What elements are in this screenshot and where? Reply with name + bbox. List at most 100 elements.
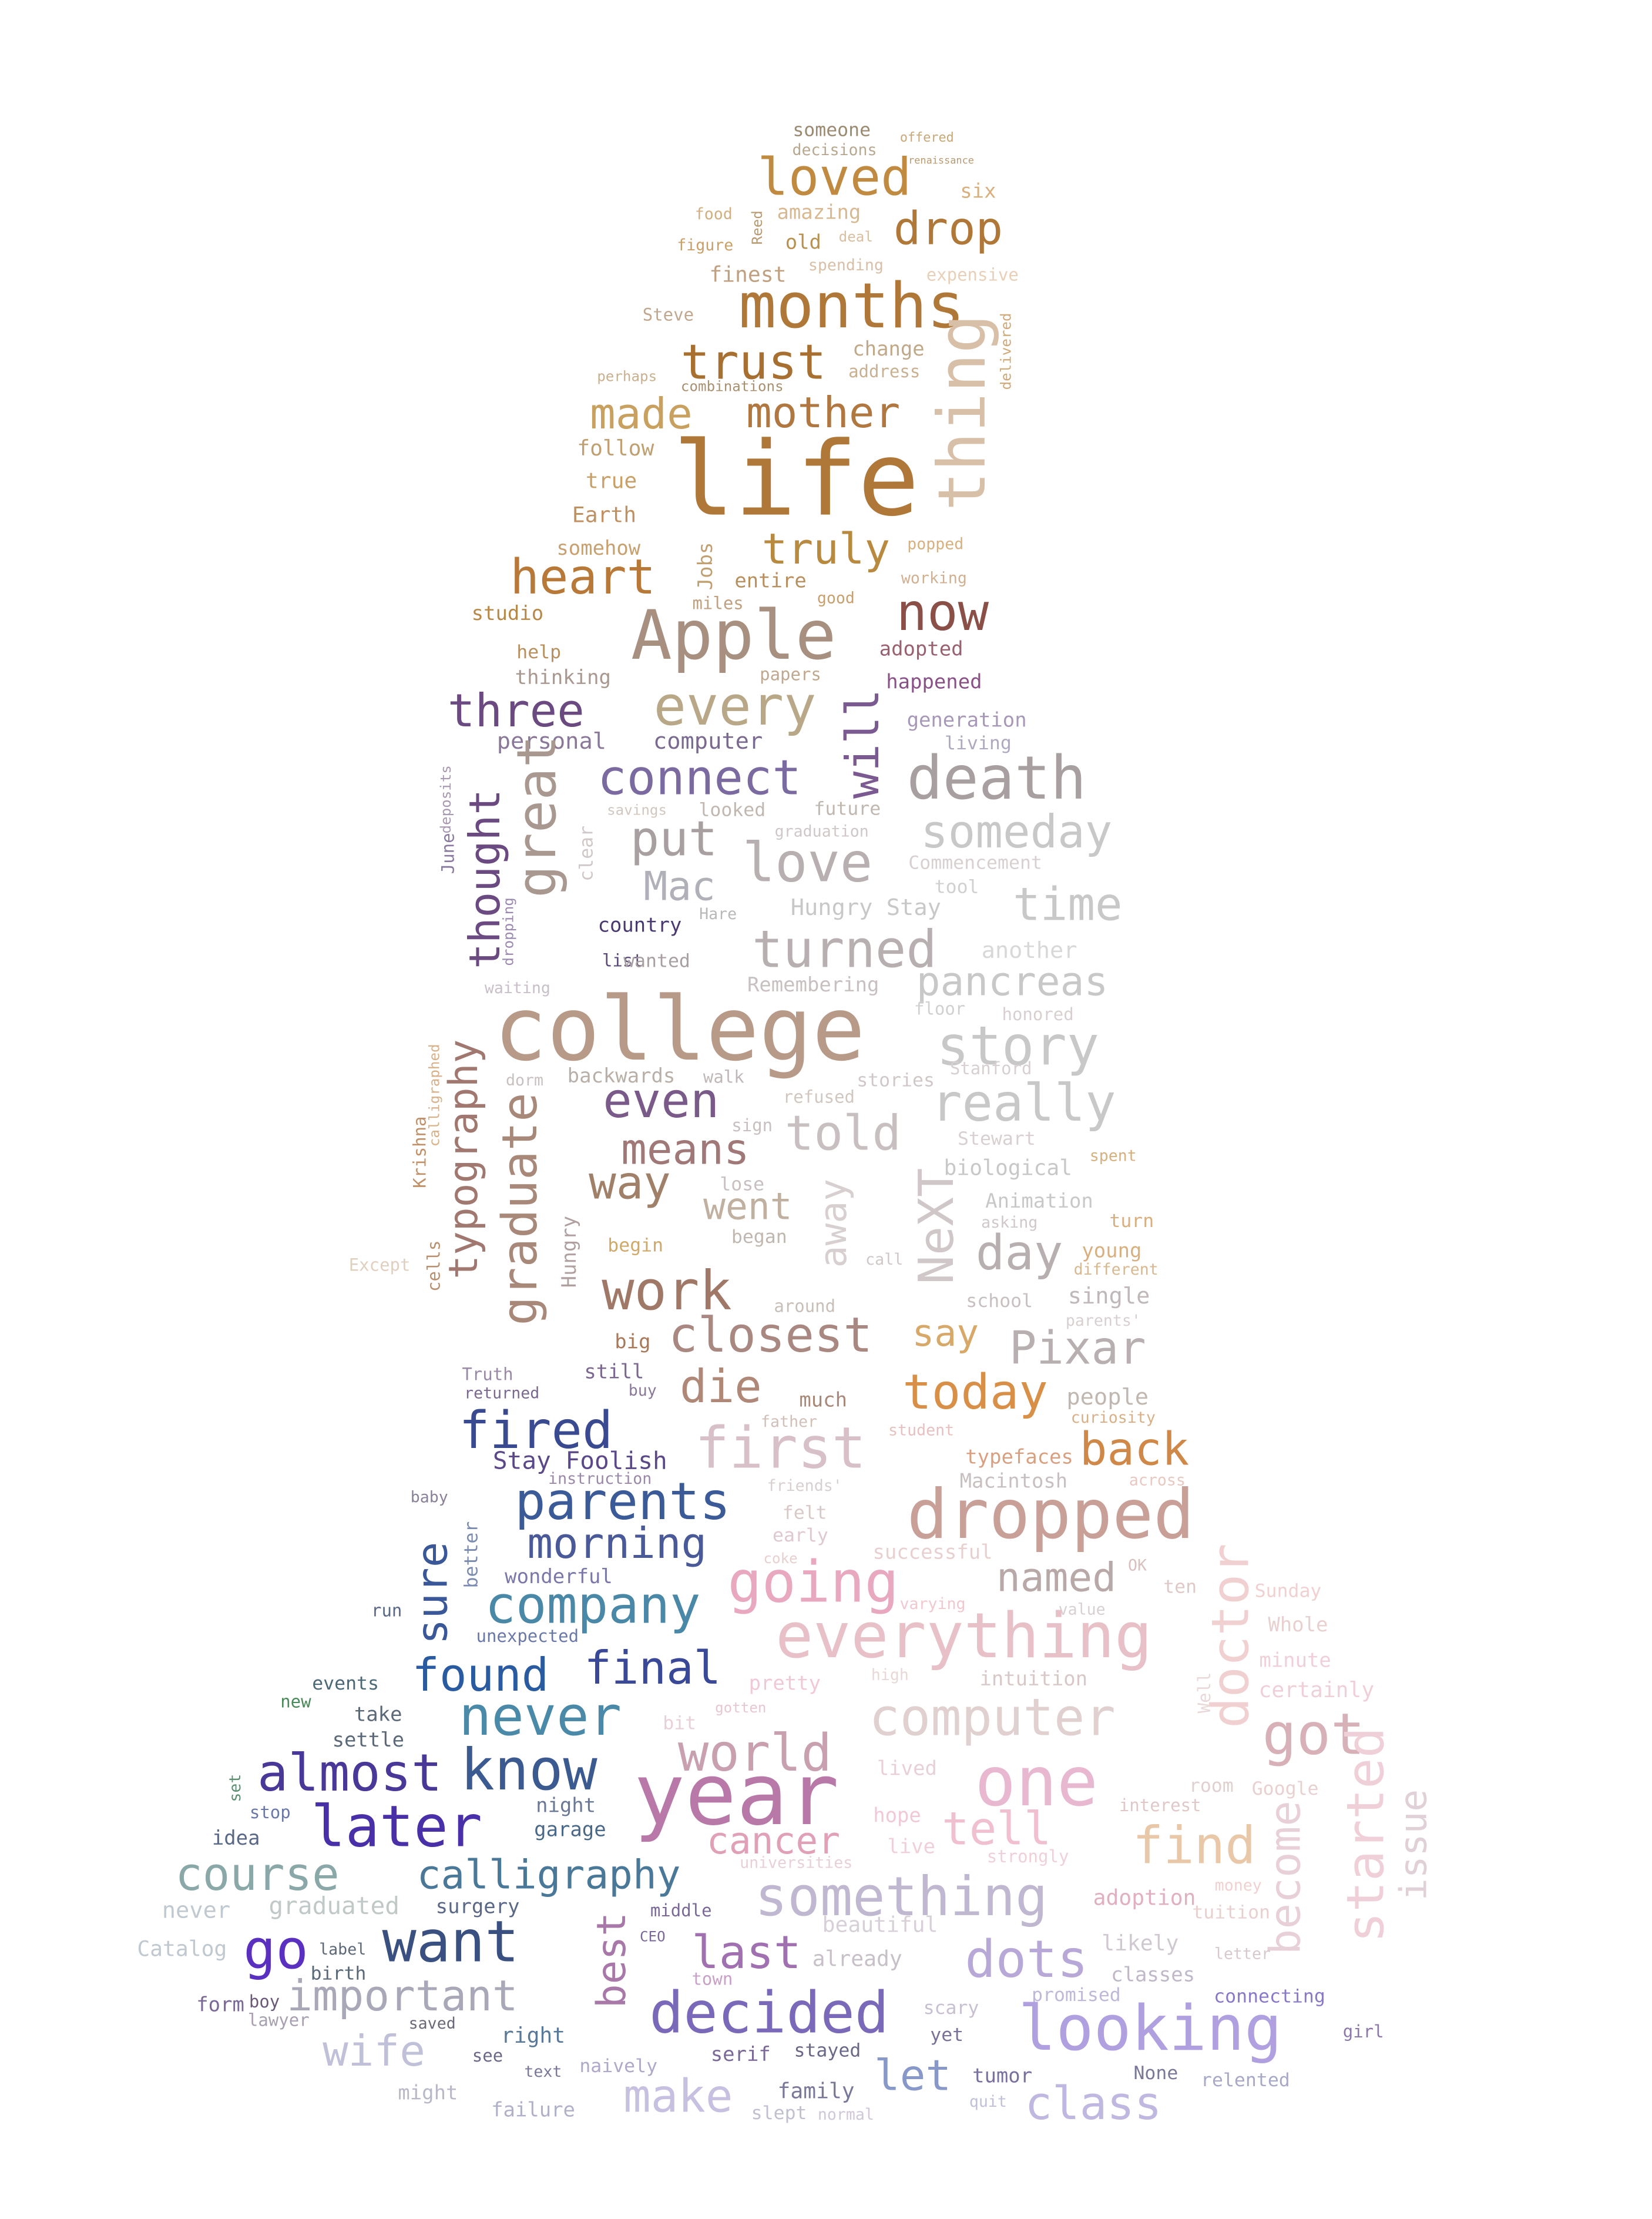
- word-lawyer: lawyer: [248, 2010, 310, 2030]
- word-different: different: [1074, 1261, 1159, 1279]
- word-deal: deal: [839, 229, 873, 245]
- word-beautiful: beautiful: [822, 1912, 938, 1937]
- word-let: let: [874, 2051, 951, 2100]
- word-wife: wife: [323, 2027, 425, 2076]
- word-set: set: [226, 1774, 244, 1802]
- word-whole: Whole: [1268, 1613, 1328, 1636]
- word-away: away: [812, 1179, 855, 1268]
- word-day: day: [976, 1225, 1063, 1281]
- word-way: way: [589, 1157, 671, 1210]
- word-issue: issue: [1392, 1789, 1435, 1900]
- word-text: text: [524, 2063, 562, 2081]
- word-really: really: [931, 1073, 1116, 1133]
- word-reed: Reed: [749, 210, 765, 244]
- word-loved: loved: [757, 147, 911, 207]
- word-looking: looking: [1018, 1992, 1282, 2065]
- word-serif: serif: [711, 2043, 771, 2066]
- word-hungry: Hungry: [558, 1216, 580, 1288]
- word-best: best: [588, 1912, 634, 2008]
- word-apple: Apple: [631, 596, 837, 675]
- word-classes: classes: [1111, 1963, 1195, 1986]
- word-stories: stories: [857, 1070, 935, 1091]
- word-young: young: [1082, 1239, 1141, 1262]
- word-earth: Earth: [572, 502, 636, 528]
- word-six: six: [960, 179, 996, 202]
- word-country: country: [598, 913, 682, 936]
- word-next: NeXT: [909, 1168, 965, 1284]
- word-well: Well: [1194, 1672, 1214, 1713]
- word-label: label: [319, 1940, 366, 1959]
- word-studio: studio: [472, 602, 543, 625]
- word-amazing: amazing: [777, 201, 861, 224]
- word-letter: letter: [1214, 1945, 1271, 1963]
- word-offered: offered: [900, 130, 954, 145]
- word-quit: quit: [969, 2093, 1007, 2111]
- word-drop: drop: [894, 202, 1003, 255]
- word-thing: thing: [925, 314, 1000, 511]
- word-life: life: [673, 420, 919, 539]
- word-might: might: [398, 2081, 458, 2104]
- word-dots: dots: [965, 1929, 1088, 1989]
- word-ceo: CEO: [640, 1929, 666, 1945]
- word-boy: boy: [249, 1992, 280, 2012]
- word-today: today: [902, 1365, 1048, 1420]
- word-graduated: graduated: [268, 1892, 399, 1920]
- word-typography: typography: [440, 1040, 486, 1279]
- word-tool: tool: [935, 876, 979, 897]
- word-renaissance: renaissance: [908, 155, 974, 166]
- word-slept: slept: [751, 2103, 807, 2124]
- word-adoption: adoption: [1093, 1885, 1196, 1910]
- word-delivered: delivered: [998, 313, 1014, 390]
- word-death: death: [906, 743, 1086, 813]
- word-even: even: [603, 1073, 719, 1129]
- word-become: become: [1261, 1801, 1311, 1955]
- word-future: future: [814, 798, 881, 819]
- word-felt: felt: [783, 1502, 827, 1523]
- word-middle: middle: [650, 1900, 712, 1920]
- word-pretty: pretty: [749, 1671, 821, 1694]
- word-lived: lived: [877, 1757, 937, 1780]
- word-ten: ten: [1163, 1576, 1197, 1597]
- word-high: high: [871, 1666, 909, 1684]
- word-food: food: [695, 205, 733, 223]
- word-night: night: [536, 1794, 596, 1817]
- word-family: family: [778, 2079, 855, 2104]
- word-student: student: [888, 1422, 954, 1440]
- word-yet: yet: [930, 2024, 963, 2046]
- word-started: started: [1335, 1727, 1395, 1943]
- word-room: room: [1189, 1775, 1234, 1796]
- word-pancreas: pancreas: [916, 958, 1109, 1005]
- word-still: still: [584, 1360, 644, 1383]
- word-happened: happened: [886, 670, 982, 693]
- word-certainly: certainly: [1259, 1677, 1375, 1702]
- word-intuition: intuition: [979, 1667, 1087, 1690]
- word-say: say: [912, 1312, 979, 1355]
- word-truth: Truth: [462, 1365, 513, 1385]
- word-interest: interest: [1119, 1795, 1201, 1815]
- word-hope: hope: [873, 1804, 921, 1827]
- word-went: went: [703, 1185, 792, 1228]
- word-sunday: Sunday: [1255, 1581, 1322, 1602]
- word-began: began: [731, 1226, 787, 1248]
- word-hare: Hare: [699, 905, 737, 923]
- word-call: call: [865, 1251, 903, 1269]
- word-gotten: gotten: [715, 1700, 766, 1716]
- word-google: Google: [1252, 1778, 1319, 1799]
- word-perhaps: perhaps: [597, 368, 657, 384]
- word-girl: girl: [1343, 2022, 1384, 2042]
- word-take: take: [354, 1703, 402, 1726]
- word-morning: morning: [527, 1519, 707, 1568]
- word-decided: decided: [649, 1980, 889, 2046]
- word-closest: closest: [669, 1308, 872, 1363]
- word-entire: entire: [734, 569, 806, 592]
- word-normal: normal: [818, 2106, 874, 2124]
- word-strongly: strongly: [987, 1846, 1069, 1866]
- word-true: true: [586, 468, 637, 494]
- word-follow: follow: [577, 435, 654, 461]
- word-cells: cells: [424, 1241, 444, 1292]
- word-adopted: adopted: [879, 638, 963, 661]
- word-catalog: Catalog: [137, 1936, 227, 1962]
- word-scary: scary: [924, 1997, 979, 2019]
- word-except: Except: [349, 1255, 411, 1275]
